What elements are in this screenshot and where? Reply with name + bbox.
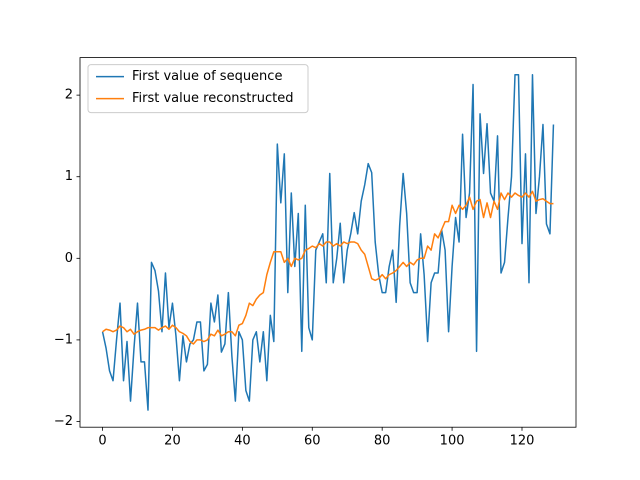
- legend-box: [87, 64, 309, 114]
- y-tick-label: −2: [54, 414, 73, 429]
- x-tick-label: 120: [510, 434, 535, 449]
- y-tick-label: 2: [65, 88, 73, 103]
- y-tick-label: −1: [54, 332, 73, 347]
- plot-frame: [79, 57, 577, 428]
- x-tick-label: 100: [440, 434, 465, 449]
- y-tick-label: 0: [65, 251, 73, 266]
- x-tick-label: 40: [234, 434, 251, 449]
- data-line: [101, 73, 555, 411]
- legend-label: First value reconstructed: [132, 91, 293, 106]
- x-tick-label: 60: [304, 434, 321, 449]
- x-tick-label: 20: [164, 434, 181, 449]
- legend-label: First value of sequence: [132, 69, 282, 84]
- x-tick-label: 80: [374, 434, 391, 449]
- x-tick-label: 0: [98, 434, 106, 449]
- y-tick-label: 1: [65, 169, 73, 184]
- data-line: [102, 190, 554, 345]
